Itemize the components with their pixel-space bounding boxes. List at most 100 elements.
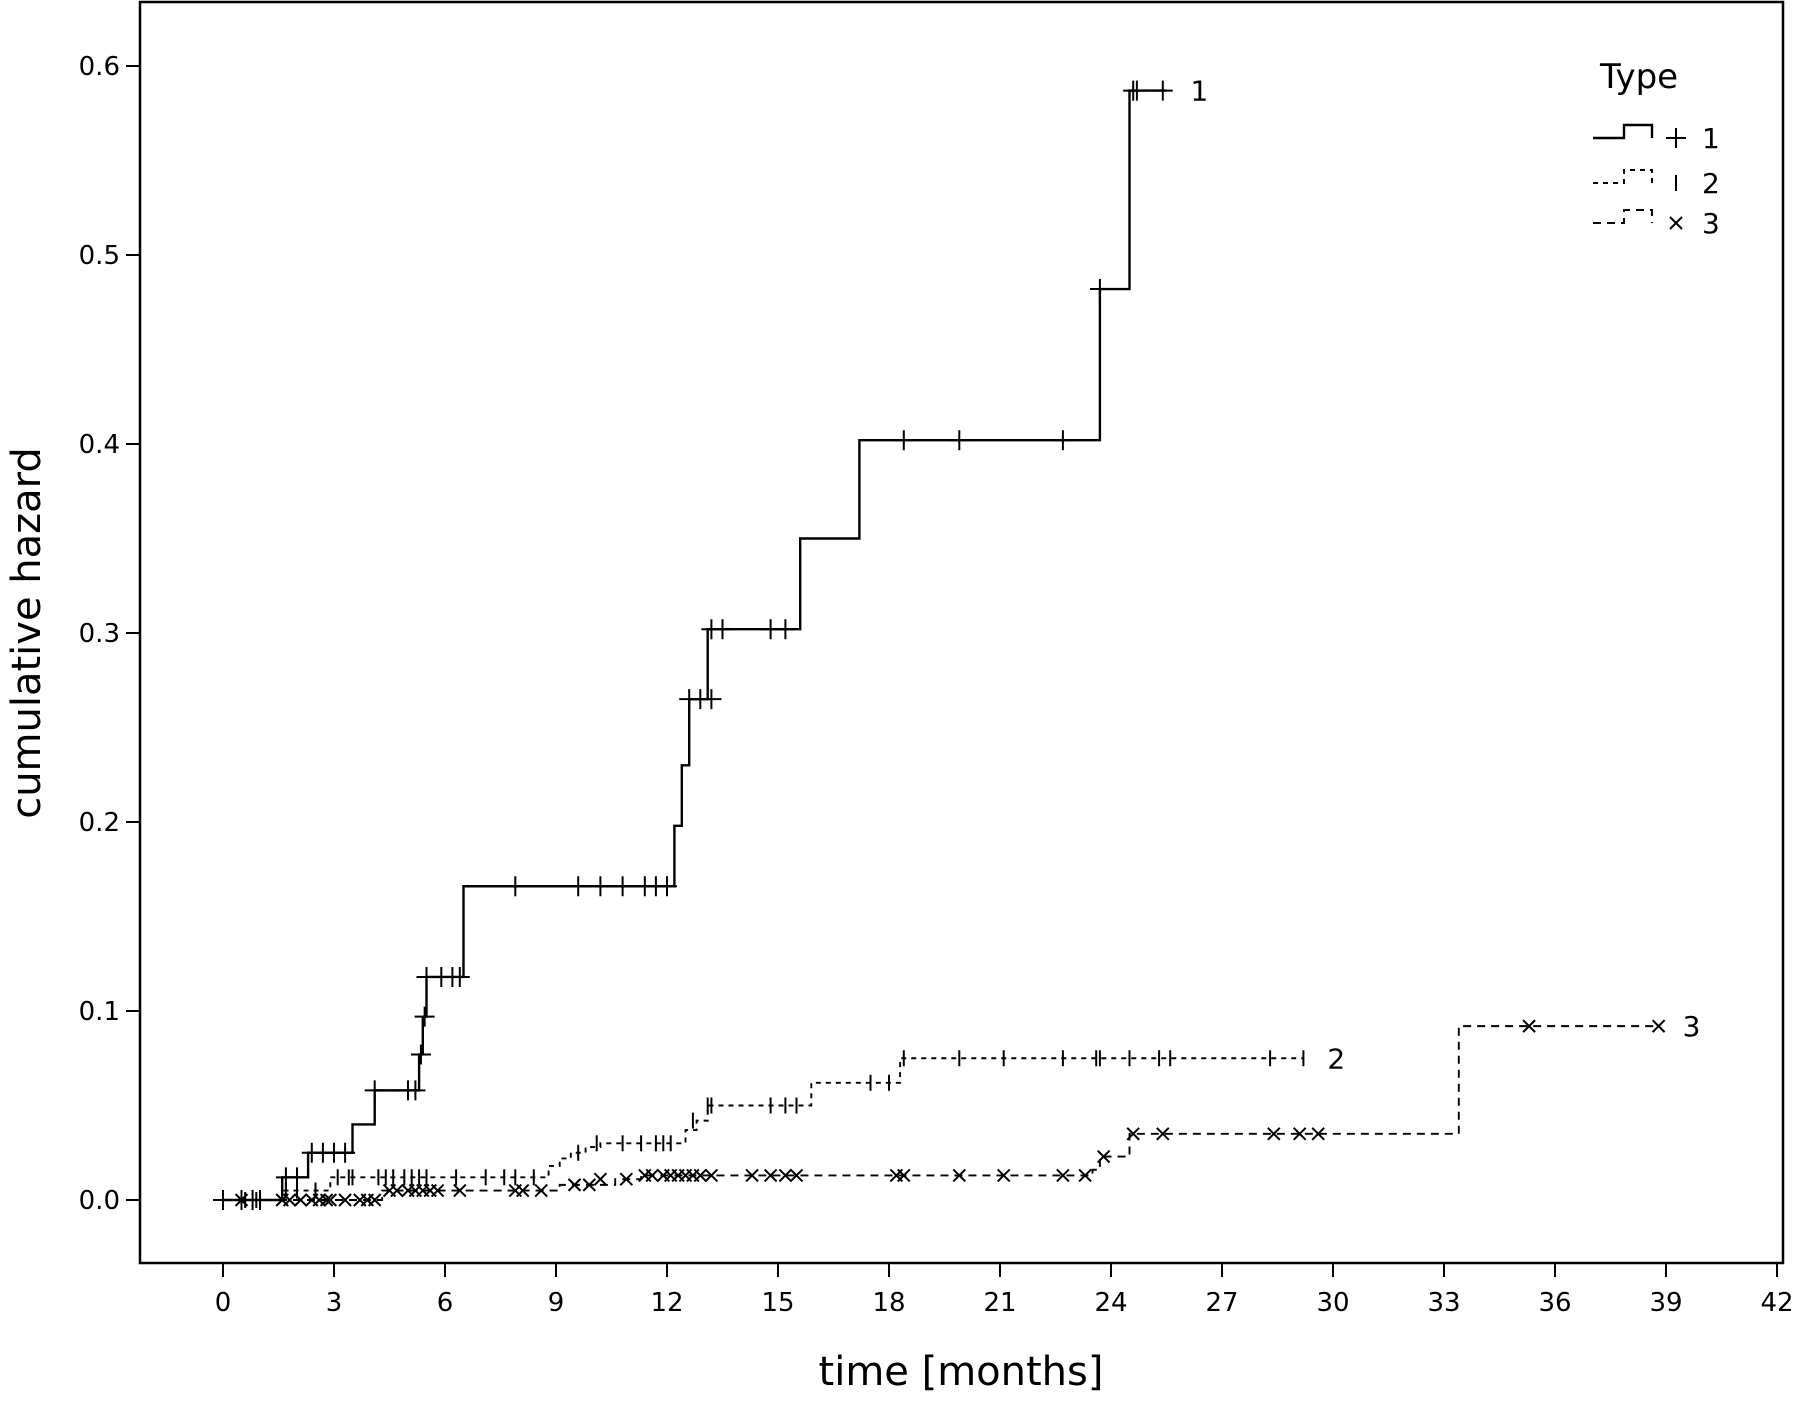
series-3-line	[223, 1025, 1659, 1201]
x-tick-label: 24	[1094, 1288, 1127, 1318]
y-tick-label: 0.2	[79, 808, 120, 838]
plot-frame	[138, 0, 1785, 1265]
censor-marker-1	[712, 619, 733, 640]
censor-marker-3	[1651, 1019, 1666, 1033]
legend-entry-3: 3	[1593, 207, 1720, 240]
censor-marker-1	[949, 430, 970, 451]
y-tick-label: 0.4	[79, 430, 120, 460]
censor-marker-3	[1522, 1019, 1536, 1033]
censor-marker-1	[893, 430, 914, 451]
censor-marker-3	[1156, 1127, 1170, 1141]
censor-marker-3	[338, 1193, 352, 1207]
legend-title: Type	[1599, 57, 1678, 97]
series-1: 1	[213, 75, 1208, 1210]
censor-marker-1	[775, 619, 796, 640]
censor-marker-3	[1267, 1127, 1281, 1141]
censor-marker-3	[534, 1183, 548, 1198]
censor-marker-3	[763, 1168, 778, 1183]
y-tick-label: 0.3	[79, 619, 120, 649]
x-tick-label: 12	[650, 1288, 683, 1318]
censor-marker-1	[590, 876, 611, 897]
x-tick-label: 42	[1760, 1288, 1793, 1318]
censor-marker-3	[234, 1193, 249, 1207]
censor-marker-3	[704, 1168, 719, 1183]
x-tick-label: 33	[1427, 1288, 1460, 1318]
legend-swatch-1	[1593, 123, 1654, 140]
legend-swatch-3	[1593, 209, 1653, 224]
censor-marker-1	[405, 1080, 426, 1101]
x-tick-label: 18	[872, 1288, 905, 1318]
censor-marker-1	[657, 876, 677, 897]
legend-entry-2: 2	[1593, 167, 1720, 200]
series-end-label-2: 2	[1327, 1042, 1345, 1075]
series-end-label-1: 1	[1191, 75, 1209, 108]
censor-marker-3	[567, 1178, 582, 1192]
x-tick-label: 21	[983, 1288, 1016, 1318]
x-axis: 0 3 6 9 12 15 18 21 24 27 30 33 36 39 42	[215, 1263, 1794, 1318]
censor-marker-1	[1152, 80, 1173, 101]
censor-marker-3	[1096, 1149, 1111, 1164]
series-2: 2	[223, 1042, 1345, 1208]
censor-marker-3	[645, 1168, 659, 1183]
x-tick-label: 3	[326, 1288, 343, 1318]
censor-marker-1	[1052, 430, 1073, 451]
series-end-label-3: 3	[1683, 1010, 1701, 1043]
x-tick-label: 27	[1205, 1288, 1238, 1318]
censor-marker-3	[1311, 1127, 1325, 1141]
y-tick-label: 0.6	[79, 52, 120, 82]
series-1-line	[223, 89, 1167, 1202]
legend-marker-3	[1669, 216, 1683, 230]
censor-marker-3	[323, 1193, 338, 1207]
censor-marker-3	[1292, 1127, 1307, 1141]
censor-marker-1	[414, 1006, 435, 1027]
series-3: 3	[223, 1010, 1701, 1207]
y-tick-label: 0.0	[79, 1186, 120, 1216]
legend-label-1: 1	[1702, 122, 1720, 155]
censor-marker-3	[367, 1193, 382, 1207]
legend-marker-1	[1666, 128, 1686, 148]
censor-marker-3	[593, 1172, 608, 1186]
censor-marker-3	[282, 1193, 297, 1207]
censor-marker-1	[612, 876, 633, 897]
censor-marker-3	[1056, 1168, 1070, 1183]
censor-marker-3	[453, 1183, 467, 1198]
x-tick-label: 30	[1316, 1288, 1349, 1318]
censor-marker-1	[410, 1044, 431, 1065]
x-tick-label: 15	[761, 1288, 794, 1318]
censor-marker-3	[952, 1168, 967, 1183]
censor-marker-1	[1089, 279, 1110, 300]
censor-marker-3	[778, 1168, 793, 1183]
censor-marker-1	[335, 1142, 356, 1163]
censor-marker-3	[745, 1168, 759, 1183]
legend: Type 1 2 3	[1593, 57, 1720, 240]
x-tick-label: 6	[437, 1288, 454, 1318]
x-axis-title: time [months]	[819, 1349, 1104, 1395]
y-tick-label: 0.1	[79, 997, 120, 1027]
censor-marker-1	[364, 1080, 385, 1101]
y-axis-title: cumulative hazard	[4, 447, 50, 819]
x-tick-label: 36	[1538, 1288, 1571, 1318]
censor-marker-1	[505, 876, 526, 897]
censor-marker-3	[996, 1168, 1011, 1183]
censor-marker-3	[619, 1172, 634, 1186]
censor-marker-1	[568, 876, 589, 897]
censor-marker-3	[693, 1168, 708, 1183]
legend-label-3: 3	[1702, 207, 1720, 240]
series-layer: 1 2 3	[213, 75, 1700, 1210]
censor-marker-1	[1126, 80, 1147, 101]
legend-entry-1: 1	[1593, 122, 1720, 155]
censor-marker-3	[1126, 1127, 1140, 1141]
censor-marker-3	[1078, 1168, 1092, 1183]
censor-marker-3	[319, 1193, 334, 1207]
legend-label-2: 2	[1702, 167, 1720, 200]
x-tick-label: 9	[548, 1288, 565, 1318]
censor-marker-3	[293, 1193, 308, 1207]
censor-marker-3	[515, 1183, 530, 1198]
y-tick-label: 0.5	[79, 241, 120, 271]
censor-marker-3	[897, 1168, 911, 1183]
legend-swatch-2	[1593, 169, 1653, 184]
series-2-line	[223, 1057, 1304, 1201]
censor-marker-1	[449, 966, 470, 987]
censor-marker-3	[430, 1183, 445, 1198]
